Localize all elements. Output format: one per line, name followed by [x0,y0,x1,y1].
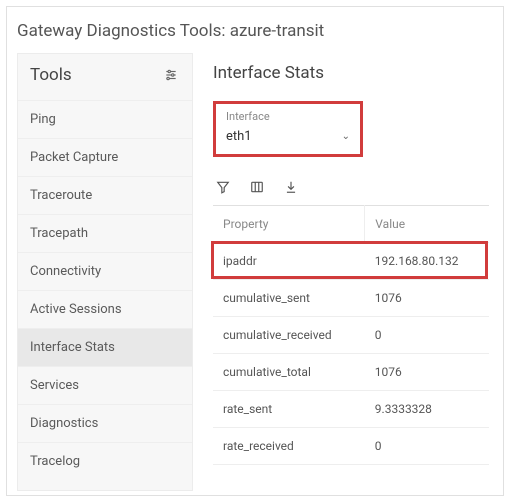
stats-table-wrap: Property Value ipaddr192.168.80.132cumul… [213,205,489,465]
sidebar-header: Tools [18,54,192,100]
cell-value: 192.168.80.132 [365,243,489,280]
col-property[interactable]: Property [213,206,365,243]
interface-selector-value-row[interactable]: eth1 ⌄ [226,129,350,144]
sidebar-item-tracepath[interactable]: Tracepath [18,214,192,252]
sidebar-item-packet-capture[interactable]: Packet Capture [18,138,192,176]
page-title: Gateway Diagnostics Tools: azure-transit [7,7,503,43]
col-value[interactable]: Value [365,206,489,243]
sidebar-nav: PingPacket CaptureTracerouteTracepathCon… [18,100,192,480]
sidebar-item-interface-stats[interactable]: Interface Stats [18,328,192,366]
table-row: ipaddr192.168.80.132 [213,243,489,280]
cell-value: 0 [365,428,489,465]
table-toolbar [213,157,489,205]
tools-sidebar: Tools PingPacket CaptureTracerouteTracep… [17,53,193,491]
sidebar-item-ping[interactable]: Ping [18,100,192,138]
table-row: cumulative_sent1076 [213,280,489,317]
table-row: rate_sent9.3333328 [213,391,489,428]
cell-property: rate_sent [213,391,365,428]
cell-property: ipaddr [213,243,365,280]
sidebar-item-tracelog[interactable]: Tracelog [18,442,192,480]
table-header-row: Property Value [213,206,489,243]
table-row: cumulative_received0 [213,317,489,354]
columns-icon[interactable] [249,179,265,195]
download-icon[interactable] [283,179,299,195]
chevron-down-icon: ⌄ [342,131,350,142]
cell-value: 0 [365,317,489,354]
interface-selector-value: eth1 [226,129,252,144]
interface-selector-label: Interface [226,110,350,123]
sidebar-item-connectivity[interactable]: Connectivity [18,252,192,290]
cell-value: 1076 [365,280,489,317]
diagnostics-page: Gateway Diagnostics Tools: azure-transit… [6,6,504,496]
filter-icon[interactable] [215,179,231,195]
stats-table: Property Value ipaddr192.168.80.132cumul… [213,205,489,465]
sidebar-heading: Tools [30,65,72,85]
sidebar-item-active-sessions[interactable]: Active Sessions [18,290,192,328]
cell-property: cumulative_sent [213,280,365,317]
sidebar-item-traceroute[interactable]: Traceroute [18,176,192,214]
main-heading: Interface Stats [213,63,489,83]
cell-property: cumulative_total [213,354,365,391]
cell-value: 9.3333328 [365,391,489,428]
cell-value: 1076 [365,354,489,391]
main-panel: Interface Stats Interface eth1 ⌄ [193,53,493,491]
cell-property: rate_received [213,428,365,465]
cell-property: cumulative_received [213,317,365,354]
content-columns: Tools PingPacket CaptureTracerouteTracep… [7,43,503,491]
sidebar-item-services[interactable]: Services [18,366,192,404]
sidebar-item-diagnostics[interactable]: Diagnostics [18,404,192,442]
interface-selector[interactable]: Interface eth1 ⌄ [213,101,363,157]
settings-sliders-icon[interactable] [160,64,182,86]
table-row: cumulative_total1076 [213,354,489,391]
table-row: rate_received0 [213,428,489,465]
